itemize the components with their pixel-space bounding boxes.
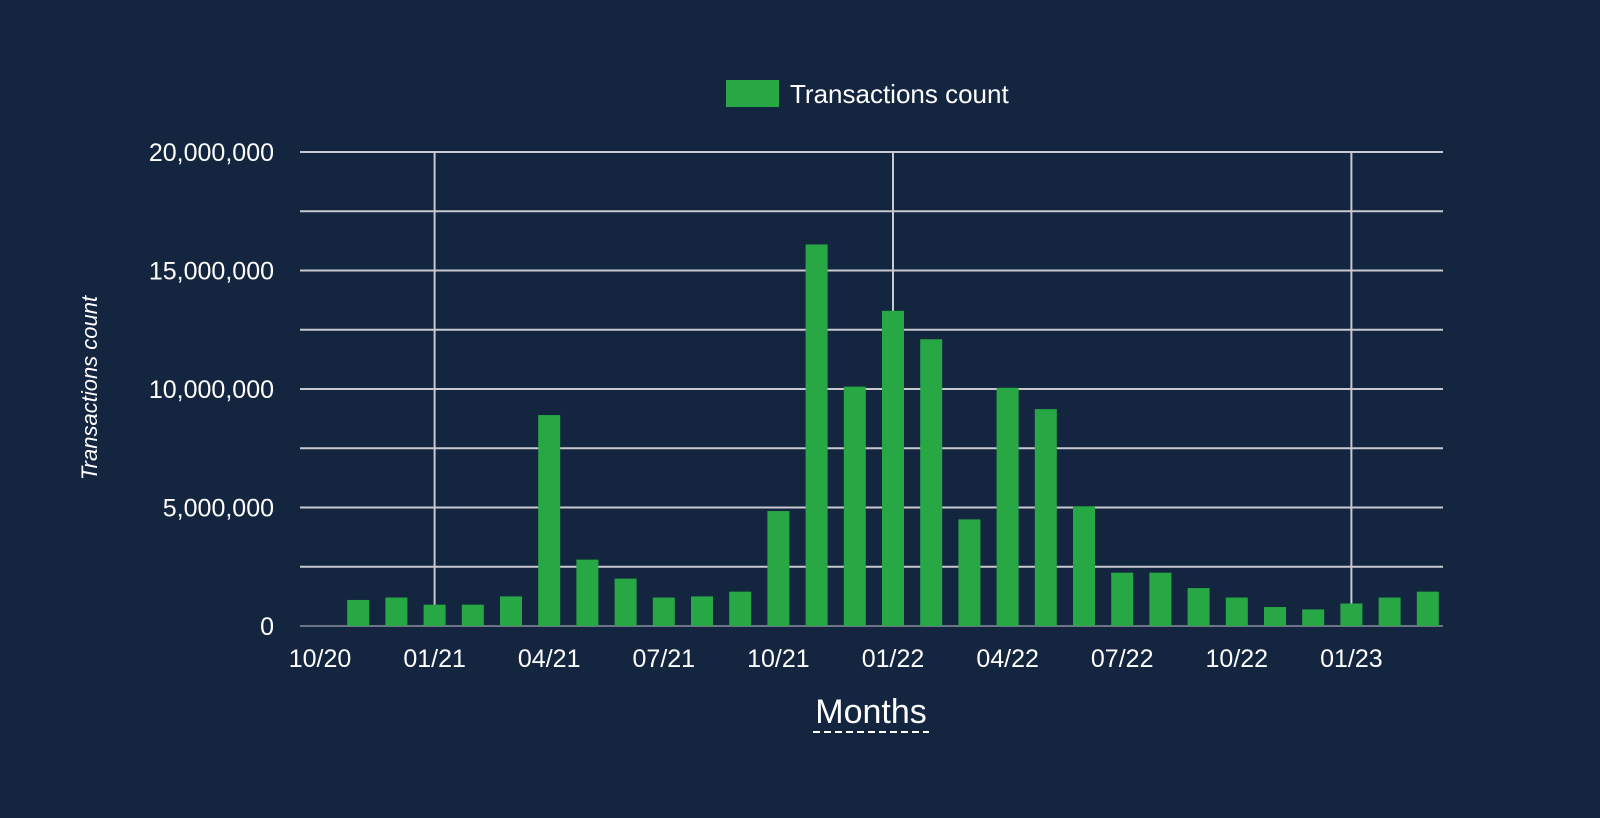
- bar-11-20: [347, 599, 370, 626]
- bar-12-22: [1302, 609, 1325, 626]
- bar-03-23: [1416, 591, 1439, 626]
- y-tick-label: 10,000,000: [149, 376, 274, 404]
- x-axis-ticks: 10/20 01/21 04/21 07/21 10/21 01/22 04/22 07/22…: [289, 645, 1383, 673]
- x-tick-label: 10/21: [747, 645, 810, 673]
- bar-12-20: [385, 597, 408, 626]
- bar-10-22: [1225, 597, 1248, 626]
- y-tick-label: 20,000,000: [149, 139, 274, 167]
- bar-08-22: [1149, 572, 1172, 626]
- x-tick-label: 01/23: [1320, 645, 1383, 673]
- x-tick-label: 07/21: [633, 645, 696, 673]
- bar-07-21: [652, 597, 675, 626]
- bar-06-22: [1073, 506, 1095, 626]
- bar-04-22: [996, 387, 1019, 626]
- bar-03-21: [500, 596, 522, 626]
- x-axis-label: Months: [815, 693, 927, 731]
- x-tick-label: 07/22: [1091, 645, 1154, 673]
- bar-06-21: [614, 578, 637, 626]
- bar-12-21: [843, 386, 866, 626]
- x-tick-label: 04/22: [976, 645, 1039, 673]
- y-axis-ticks: 0 5,000,000 10,000,000 15,000,000 20,000,000: [149, 139, 274, 641]
- bar-09-22: [1187, 588, 1210, 626]
- x-tick-label: 01/21: [403, 645, 466, 673]
- bar-01-22: [882, 310, 904, 626]
- bar-02-23: [1378, 597, 1401, 626]
- bar-05-21: [576, 559, 599, 626]
- y-tick-label: 0: [260, 613, 274, 641]
- y-tick-label: 5,000,000: [163, 495, 274, 523]
- y-axis-label: Transactions count: [77, 295, 102, 480]
- bar-05-22: [1034, 409, 1057, 626]
- x-tick-label: 10/22: [1206, 645, 1269, 673]
- bar-09-21: [729, 591, 752, 626]
- bar-01-21: [423, 604, 446, 626]
- bar-11-21: [805, 244, 828, 626]
- bar-10-21: [767, 511, 790, 626]
- y-tick-label: 15,000,000: [149, 258, 274, 286]
- bar-02-22: [920, 339, 943, 626]
- legend[interactable]: Transactions count: [726, 79, 1009, 109]
- bar-01-23: [1340, 603, 1363, 626]
- bar-11-22: [1264, 607, 1286, 626]
- bar-03-22: [958, 519, 981, 626]
- x-tick-label: 01/22: [862, 645, 925, 673]
- legend-label: Transactions count: [790, 79, 1009, 109]
- bar-04-21: [538, 415, 561, 626]
- bar-07-22: [1111, 572, 1134, 626]
- bars: [347, 244, 1439, 626]
- x-tick-label: 04/21: [518, 645, 581, 673]
- grid: [300, 151, 1443, 627]
- bar-02-21: [461, 604, 484, 626]
- legend-swatch: [726, 80, 779, 107]
- x-tick-label: 10/20: [289, 645, 352, 673]
- bar-08-21: [691, 596, 713, 626]
